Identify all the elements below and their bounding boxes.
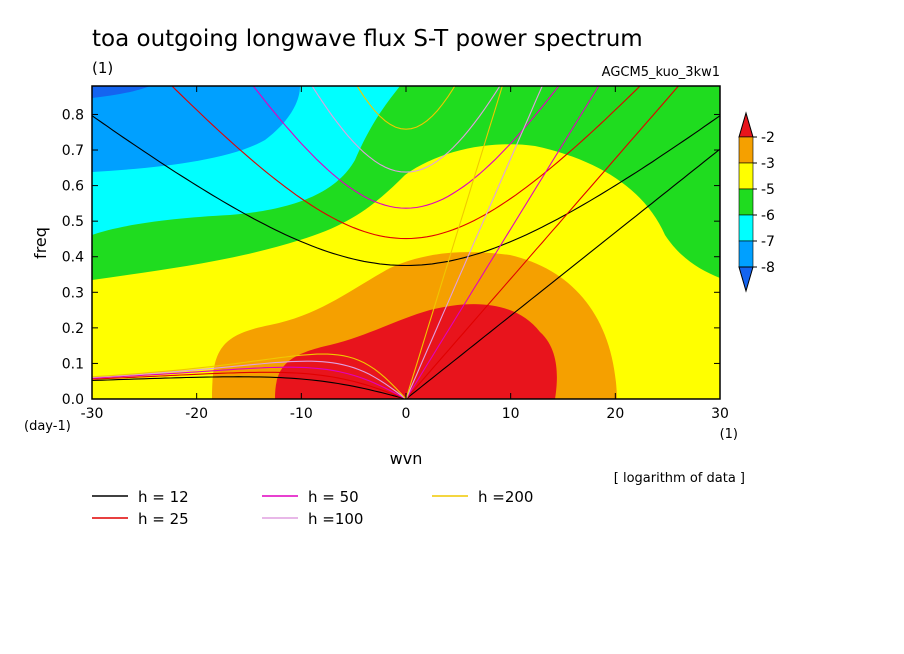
y-tick-label: 0.4 <box>62 250 84 266</box>
contour-fill <box>92 86 720 399</box>
y-tick-label: 0.5 <box>62 214 84 230</box>
subtitle-left: (1) <box>92 59 113 77</box>
dispersion-curves <box>92 86 720 399</box>
data-note: [ logarithm of data ] <box>614 471 745 486</box>
x-tick-label: -20 <box>185 406 208 422</box>
colorbar-label: -5 <box>761 182 775 198</box>
subtitle-right: AGCM5_kuo_3kw1 <box>602 65 720 80</box>
dispersion-curve <box>405 148 720 399</box>
dispersion-curve <box>92 376 407 399</box>
y-axis-label: freq <box>31 227 50 259</box>
dispersion-curve <box>356 86 456 130</box>
y-axis: 0.0 0.1 0.2 0.3 0.4 0.5 0.6 0.7 0.8 <box>62 107 720 408</box>
chart-title: toa outgoing longwave flux S-T power spe… <box>92 26 643 52</box>
colorbar-top-arrow <box>738 111 754 138</box>
colorbar-segment <box>738 188 754 216</box>
legend-label: h =100 <box>308 510 363 528</box>
x-unit-label: (1) <box>720 427 738 442</box>
colorbar-label: -2 <box>761 130 775 146</box>
y-tick-label: 0.1 <box>62 356 84 372</box>
colorbar: -2 -3 -5 -6 -7 -8 <box>738 111 775 293</box>
y-tick-label: 0.2 <box>62 321 84 337</box>
legend-label: h = 25 <box>138 510 189 528</box>
colorbar-label: -3 <box>761 156 775 172</box>
contour-level-blue <box>92 86 300 172</box>
x-tick-label: 30 <box>711 406 729 422</box>
colorbar-segment <box>738 214 754 242</box>
x-tick-label: 20 <box>606 406 624 422</box>
dispersion-curve <box>252 86 560 209</box>
contour-level-darkblue <box>92 86 150 98</box>
x-tick-label: -10 <box>290 406 313 422</box>
dispersion-curve <box>92 115 720 267</box>
colorbar-label: -8 <box>761 260 775 276</box>
dispersion-curve <box>405 86 600 399</box>
legend-label: h = 50 <box>308 488 359 506</box>
dispersion-curve <box>92 353 407 399</box>
dispersion-curve <box>92 366 407 399</box>
colorbar-segment <box>738 162 754 190</box>
dispersion-curve <box>405 86 680 399</box>
y-tick-label: 0.8 <box>62 107 84 123</box>
colorbar-label: -7 <box>761 234 775 250</box>
y-tick-label: 0.6 <box>62 179 84 195</box>
x-axis: -30 -20 -10 0 10 20 30 <box>81 86 729 422</box>
y-tick-label: 0.0 <box>62 392 84 408</box>
contour-level-red <box>275 304 557 399</box>
y-tick-label: 0.3 <box>62 285 84 301</box>
dispersion-curve <box>171 86 641 240</box>
dispersion-curve <box>92 371 407 399</box>
y-unit-label: (day-1) <box>24 419 71 434</box>
x-tick-label: 10 <box>502 406 520 422</box>
colorbar-bottom-arrow <box>738 266 754 293</box>
colorbar-label: -6 <box>761 208 775 224</box>
x-axis-label: wvn <box>390 449 423 468</box>
legend-label: h = 12 <box>138 488 189 506</box>
legend-label: h =200 <box>478 488 533 506</box>
colorbar-segment <box>738 136 754 164</box>
colorbar-segment <box>738 240 754 268</box>
x-tick-label: 0 <box>402 406 411 422</box>
legend: h = 12 h = 25 h = 50 h =100 h =200 <box>92 488 533 528</box>
dispersion-curve <box>405 86 543 399</box>
dispersion-curve <box>405 86 503 399</box>
y-tick-label: 0.7 <box>62 143 84 159</box>
dispersion-curve <box>311 86 501 173</box>
x-tick-label: -30 <box>81 406 104 422</box>
dispersion-curve <box>92 360 407 399</box>
